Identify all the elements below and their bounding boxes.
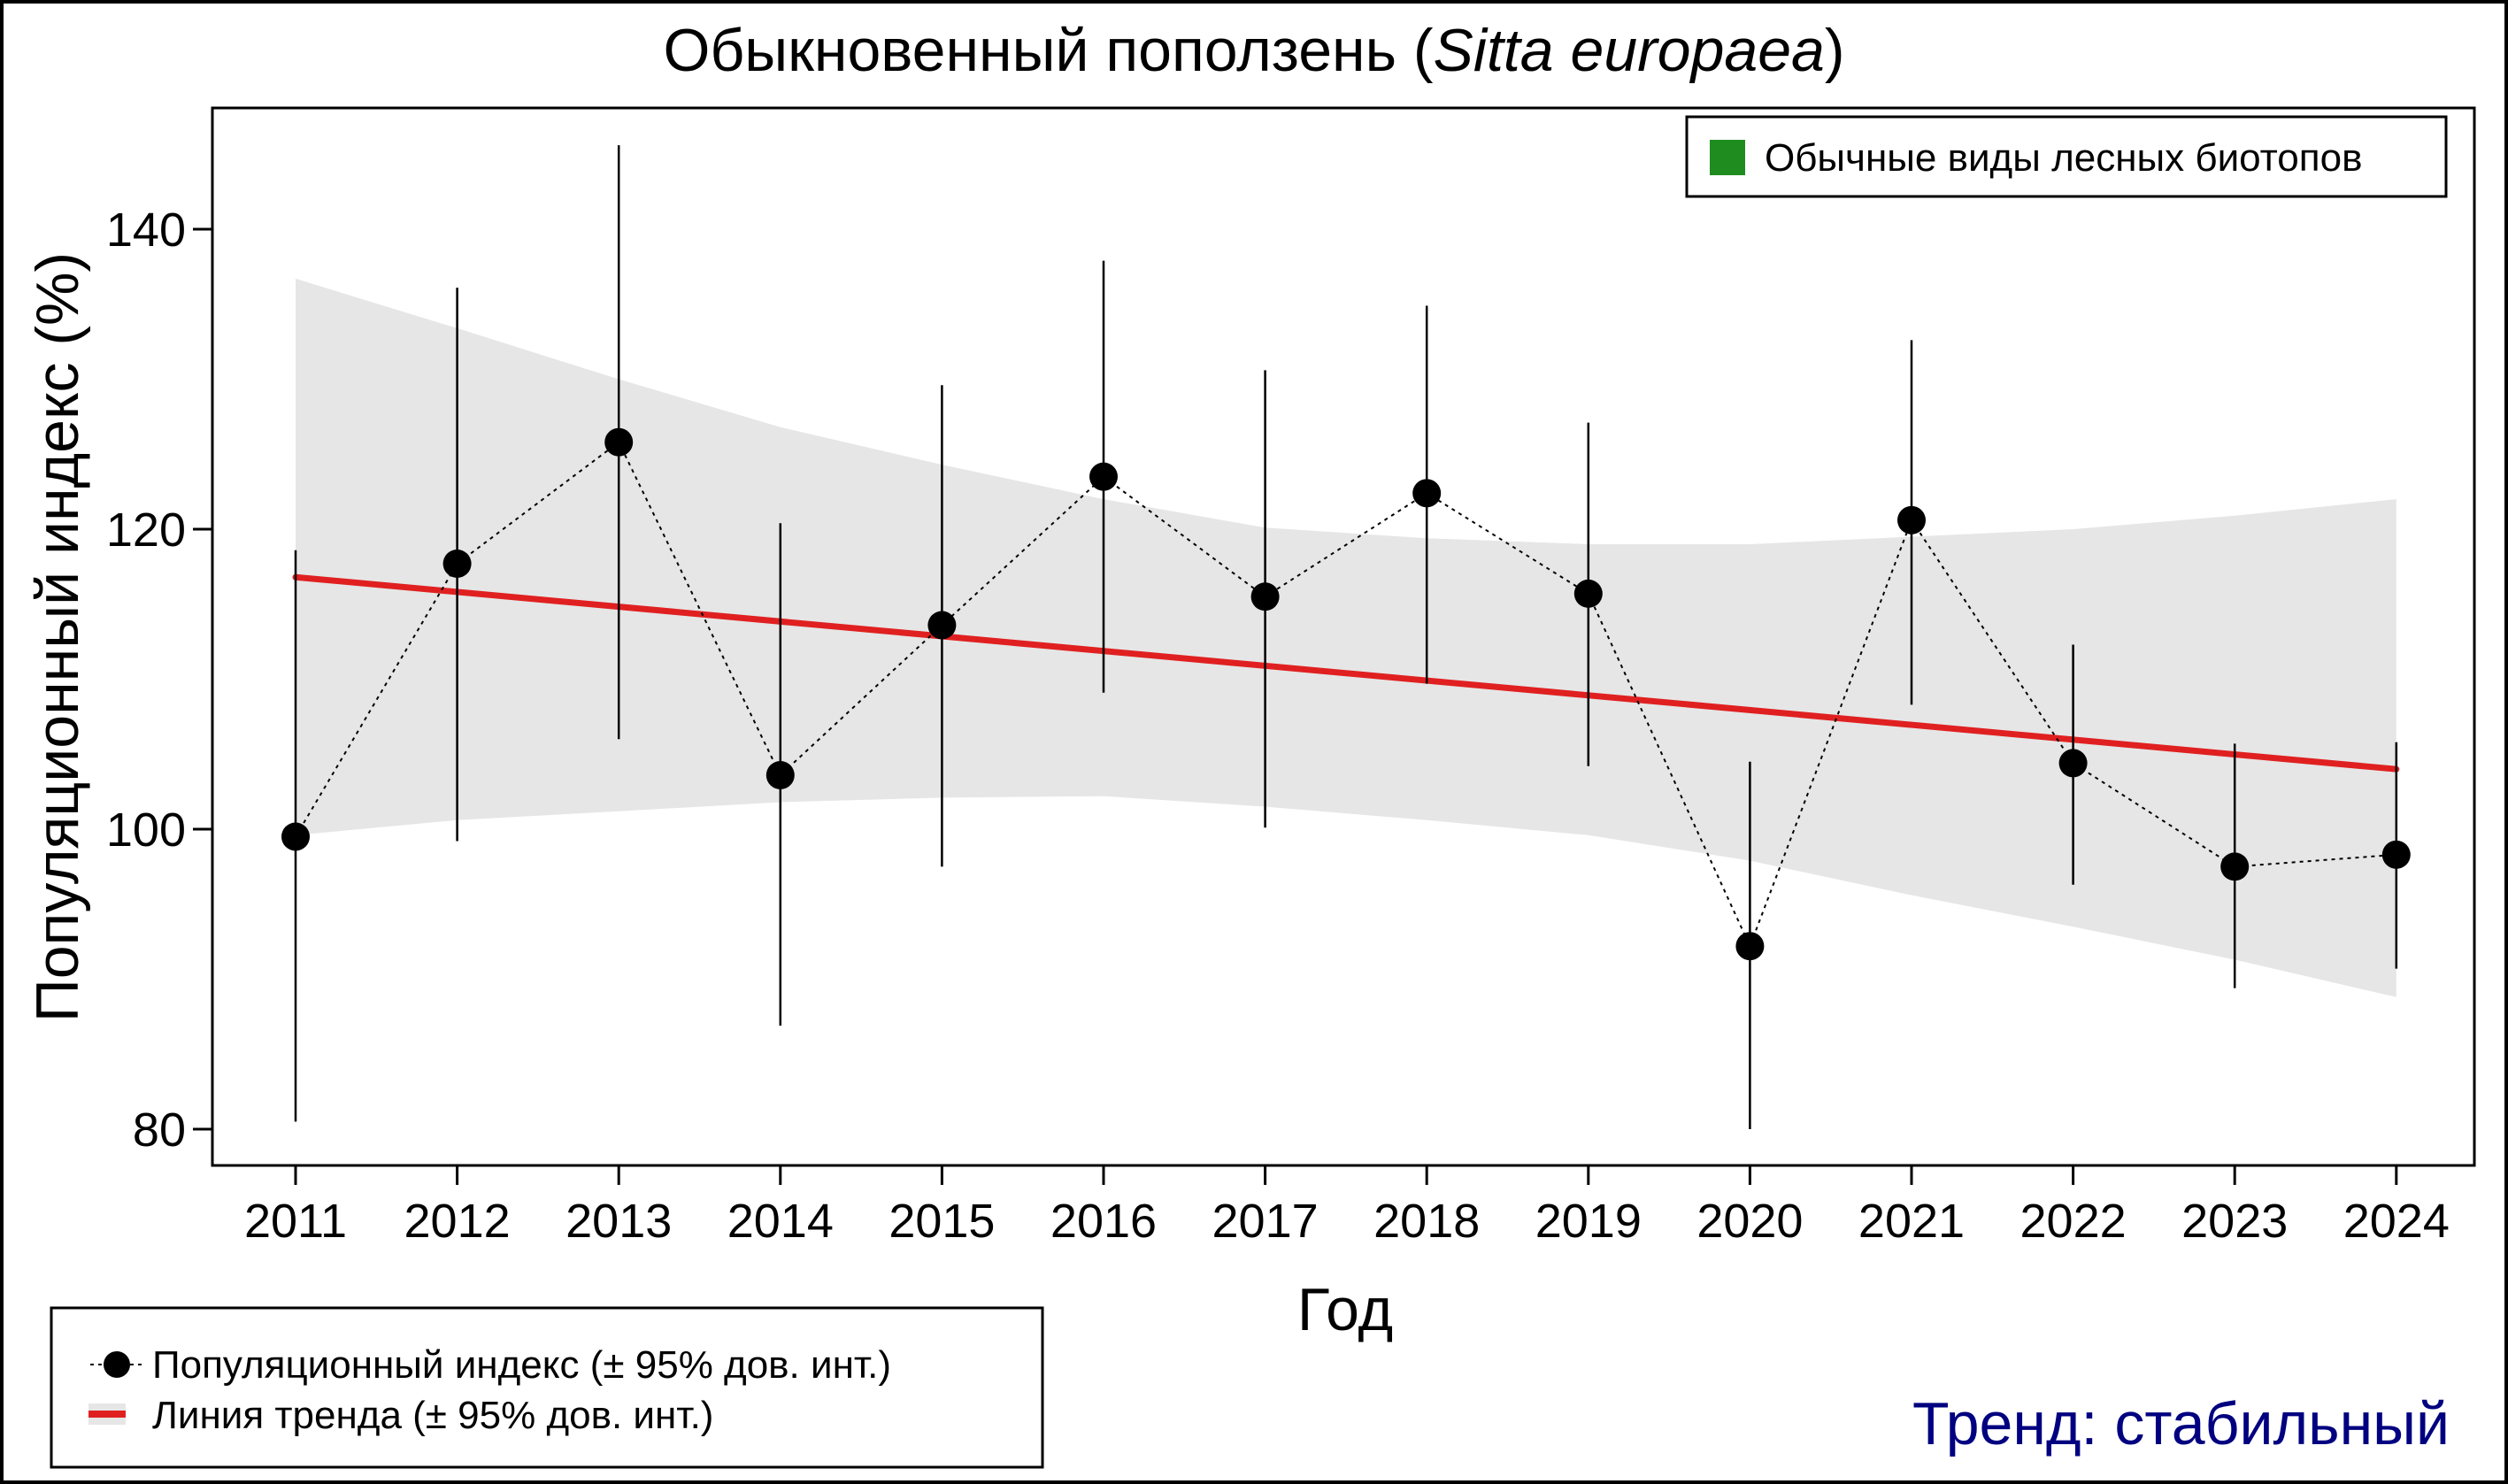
habitat-color-swatch	[1710, 140, 1745, 175]
habitat-legend-box	[1685, 115, 2448, 198]
habitat-legend-label: Обычные виды лесных биотопов	[1765, 136, 2362, 180]
axis-layer: 80 100 120 140 2011 2012 2013 2014 2015 2016 2017 2…	[106, 204, 2450, 1248]
x-tick-label-2014: 2014	[727, 1195, 834, 1248]
data-point-2013	[604, 427, 634, 457]
x-tick-label-2013: 2013	[565, 1195, 672, 1248]
habitat-legend: Обычные виды лесных биотопов	[1685, 115, 2448, 198]
x-tick-label-2011: 2011	[244, 1195, 347, 1248]
series-legend-box	[50, 1306, 1044, 1469]
chart-title: Обыкновенный поползень (Sitta europaea)	[663, 17, 1844, 84]
x-axis-title: Год	[1297, 1276, 1393, 1343]
plot-area	[211, 106, 2476, 1167]
data-point-2014	[765, 760, 795, 789]
data-point-2012	[442, 549, 472, 578]
data-point-2019	[1573, 579, 1603, 608]
legend-trend-label: Линия тренда (± 95% дов. инт.)	[152, 1394, 713, 1437]
x-tick-label-2020: 2020	[1696, 1195, 1803, 1248]
y-tick-label-140: 140	[106, 204, 186, 257]
x-tick-label-2024: 2024	[2343, 1195, 2450, 1248]
y-axis-title: Популяционный индекс (%)	[24, 252, 91, 1022]
trend-confidence-band	[296, 278, 2396, 997]
data-point-2024	[2381, 840, 2411, 869]
y-tick-label-120: 120	[106, 504, 186, 557]
data-point-2015	[927, 611, 957, 640]
y-tick-label-100: 100	[106, 804, 186, 857]
x-tick-label-2022: 2022	[2020, 1195, 2127, 1248]
data-point-2023	[2220, 852, 2250, 881]
x-tick-label-2012: 2012	[404, 1195, 511, 1248]
x-tick-label-2016: 2016	[1050, 1195, 1157, 1248]
x-tick-label-2021: 2021	[1858, 1195, 1965, 1248]
legend-index-point-sample	[104, 1351, 130, 1378]
x-tick-label-2023: 2023	[2181, 1195, 2288, 1248]
series-legend: Популяционный индекс (± 95% дов. инт.) Л…	[50, 1306, 1044, 1469]
x-tick-label-2018: 2018	[1373, 1195, 1480, 1248]
data-point-2011	[281, 822, 310, 851]
index-series-layer	[281, 145, 2411, 1129]
x-tick-label-2019: 2019	[1535, 1195, 1642, 1248]
data-point-2016	[1089, 462, 1118, 491]
data-point-2021	[1897, 505, 1926, 534]
trend-line-layer	[292, 573, 2400, 773]
y-tick-label-80: 80	[133, 1103, 186, 1157]
data-point-2020	[1735, 932, 1765, 961]
x-tick-label-2017: 2017	[1212, 1195, 1319, 1248]
data-point-2022	[2058, 749, 2088, 778]
data-point-2018	[1412, 479, 1442, 508]
trend-confidence-band-layer	[296, 278, 2396, 997]
data-point-2017	[1250, 582, 1280, 611]
trend-status-text: Тренд: стабильный	[1912, 1390, 2450, 1457]
trend-line	[292, 573, 2400, 773]
index-series-line	[295, 441, 2396, 949]
x-tick-label-2015: 2015	[889, 1195, 995, 1248]
legend-index-label: Популяционный индекс (± 95% дов. инт.)	[152, 1343, 891, 1387]
